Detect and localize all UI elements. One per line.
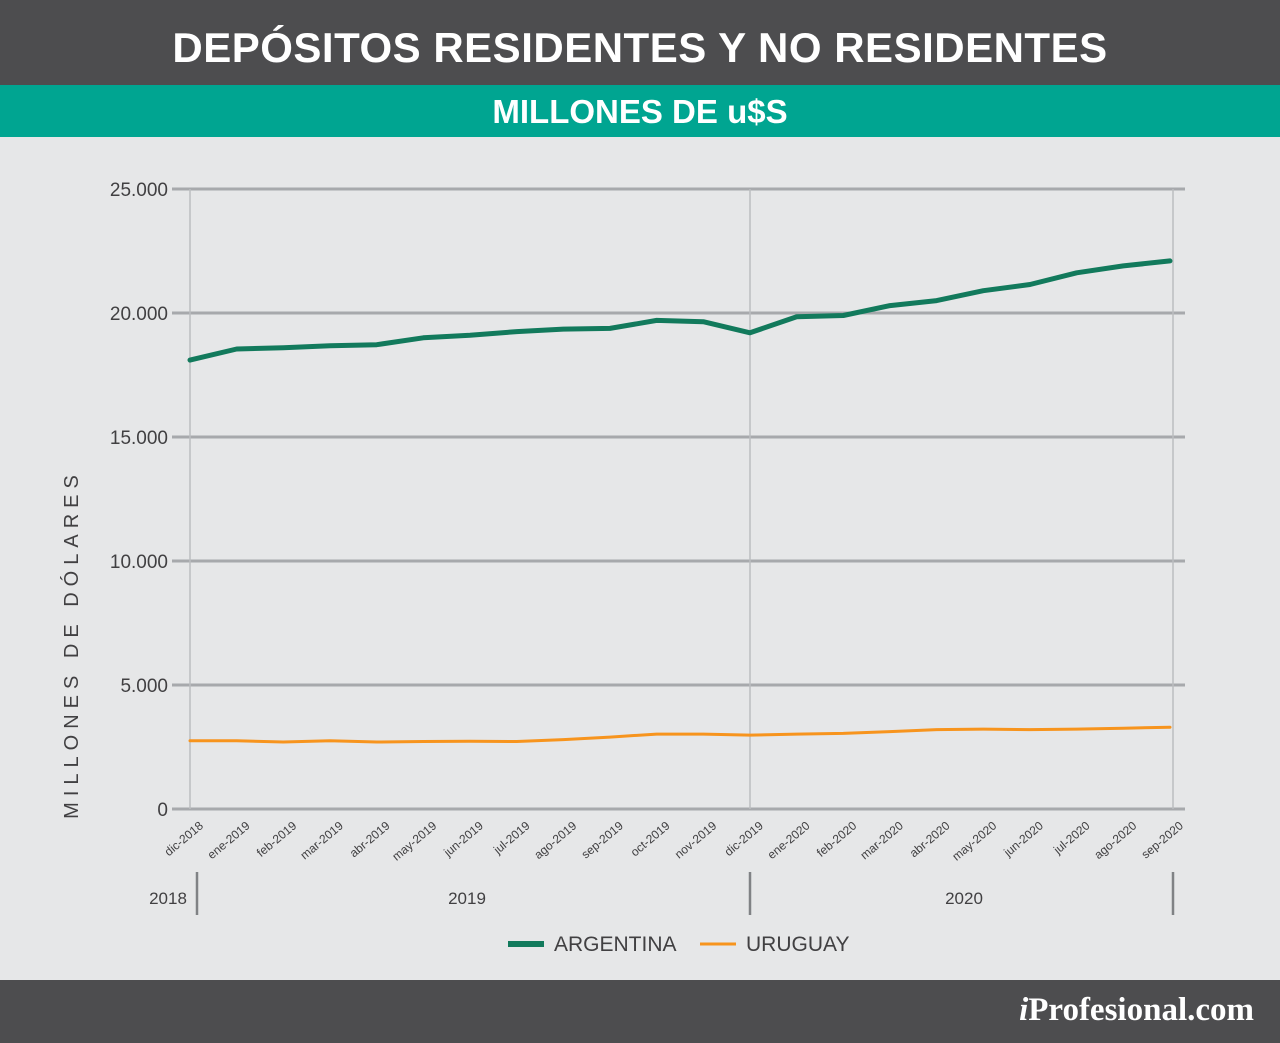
chart-title: DEPÓSITOS RESIDENTES Y NO RESIDENTES: [172, 24, 1108, 71]
x-tick-label: abr-2019: [347, 818, 393, 860]
x-tick-label: jul-2020: [1050, 818, 1093, 857]
footer-bar: iProfesional.com: [0, 980, 1280, 1043]
subtitle-bar: MILLONES DE u$S: [0, 85, 1280, 137]
x-tick-label: abr-2020: [907, 818, 953, 860]
x-tick-label: dic-2019: [722, 818, 767, 859]
x-tick-label: may-2020: [949, 818, 999, 863]
plot-area: 0 5.000 10.000 15.000 20.000 25.000 MILLONES D…: [0, 137, 1280, 980]
x-tick-label: feb-2020: [814, 818, 860, 859]
x-tick-label: mar-2019: [298, 818, 347, 862]
x-tick-label: oct-2019: [628, 818, 673, 859]
legend-label-uruguay: URUGUAY: [746, 933, 849, 956]
y-tick-label: 25.000: [110, 180, 168, 201]
x-tick-label: sep-2020: [1139, 818, 1187, 861]
x-tick-label: nov-2019: [672, 818, 720, 861]
y-axis-label: MILLONES DE DÓLARES: [60, 469, 83, 819]
x-tick-label: sep-2019: [579, 818, 627, 861]
x-tick-label: jul-2019: [490, 818, 533, 857]
x-tick-label: jun-2019: [440, 818, 486, 860]
x-tick-label: ene-2019: [205, 818, 253, 862]
x-tick-label: jun-2020: [1000, 818, 1046, 860]
title-bar: DEPÓSITOS RESIDENTES Y NO RESIDENTES: [0, 0, 1280, 85]
y-tick-label: 20.000: [110, 304, 168, 325]
year-label: 2018: [149, 889, 187, 908]
legend-label-argentina: ARGENTINA: [554, 933, 677, 956]
x-tick-label: feb-2019: [254, 818, 300, 859]
x-tick-label: may-2019: [389, 818, 439, 863]
x-tick-label: ago-2020: [1091, 818, 1139, 862]
brand-logo: iProfesional.com: [1019, 992, 1254, 1028]
y-tick-label: 0: [157, 800, 168, 821]
x-tick-label: dic-2018: [162, 818, 207, 859]
year-label: 2019: [448, 889, 486, 908]
x-tick-label: mar-2020: [858, 818, 907, 862]
y-tick-label: 10.000: [110, 552, 168, 573]
series-line-argentina: [187, 258, 1173, 363]
line-chart: 0 5.000 10.000 15.000 20.000 25.000 MILLONES D…: [60, 180, 1187, 956]
y-tick-label: 5.000: [120, 676, 168, 697]
chart-subtitle: MILLONES DE u$S: [492, 93, 788, 130]
series-line-uruguay: [188, 725, 1172, 744]
y-tick-label: 15.000: [110, 428, 168, 449]
year-label: 2020: [945, 889, 983, 908]
x-tick-label: ago-2019: [531, 818, 579, 862]
x-tick-label: ene-2020: [765, 818, 813, 862]
